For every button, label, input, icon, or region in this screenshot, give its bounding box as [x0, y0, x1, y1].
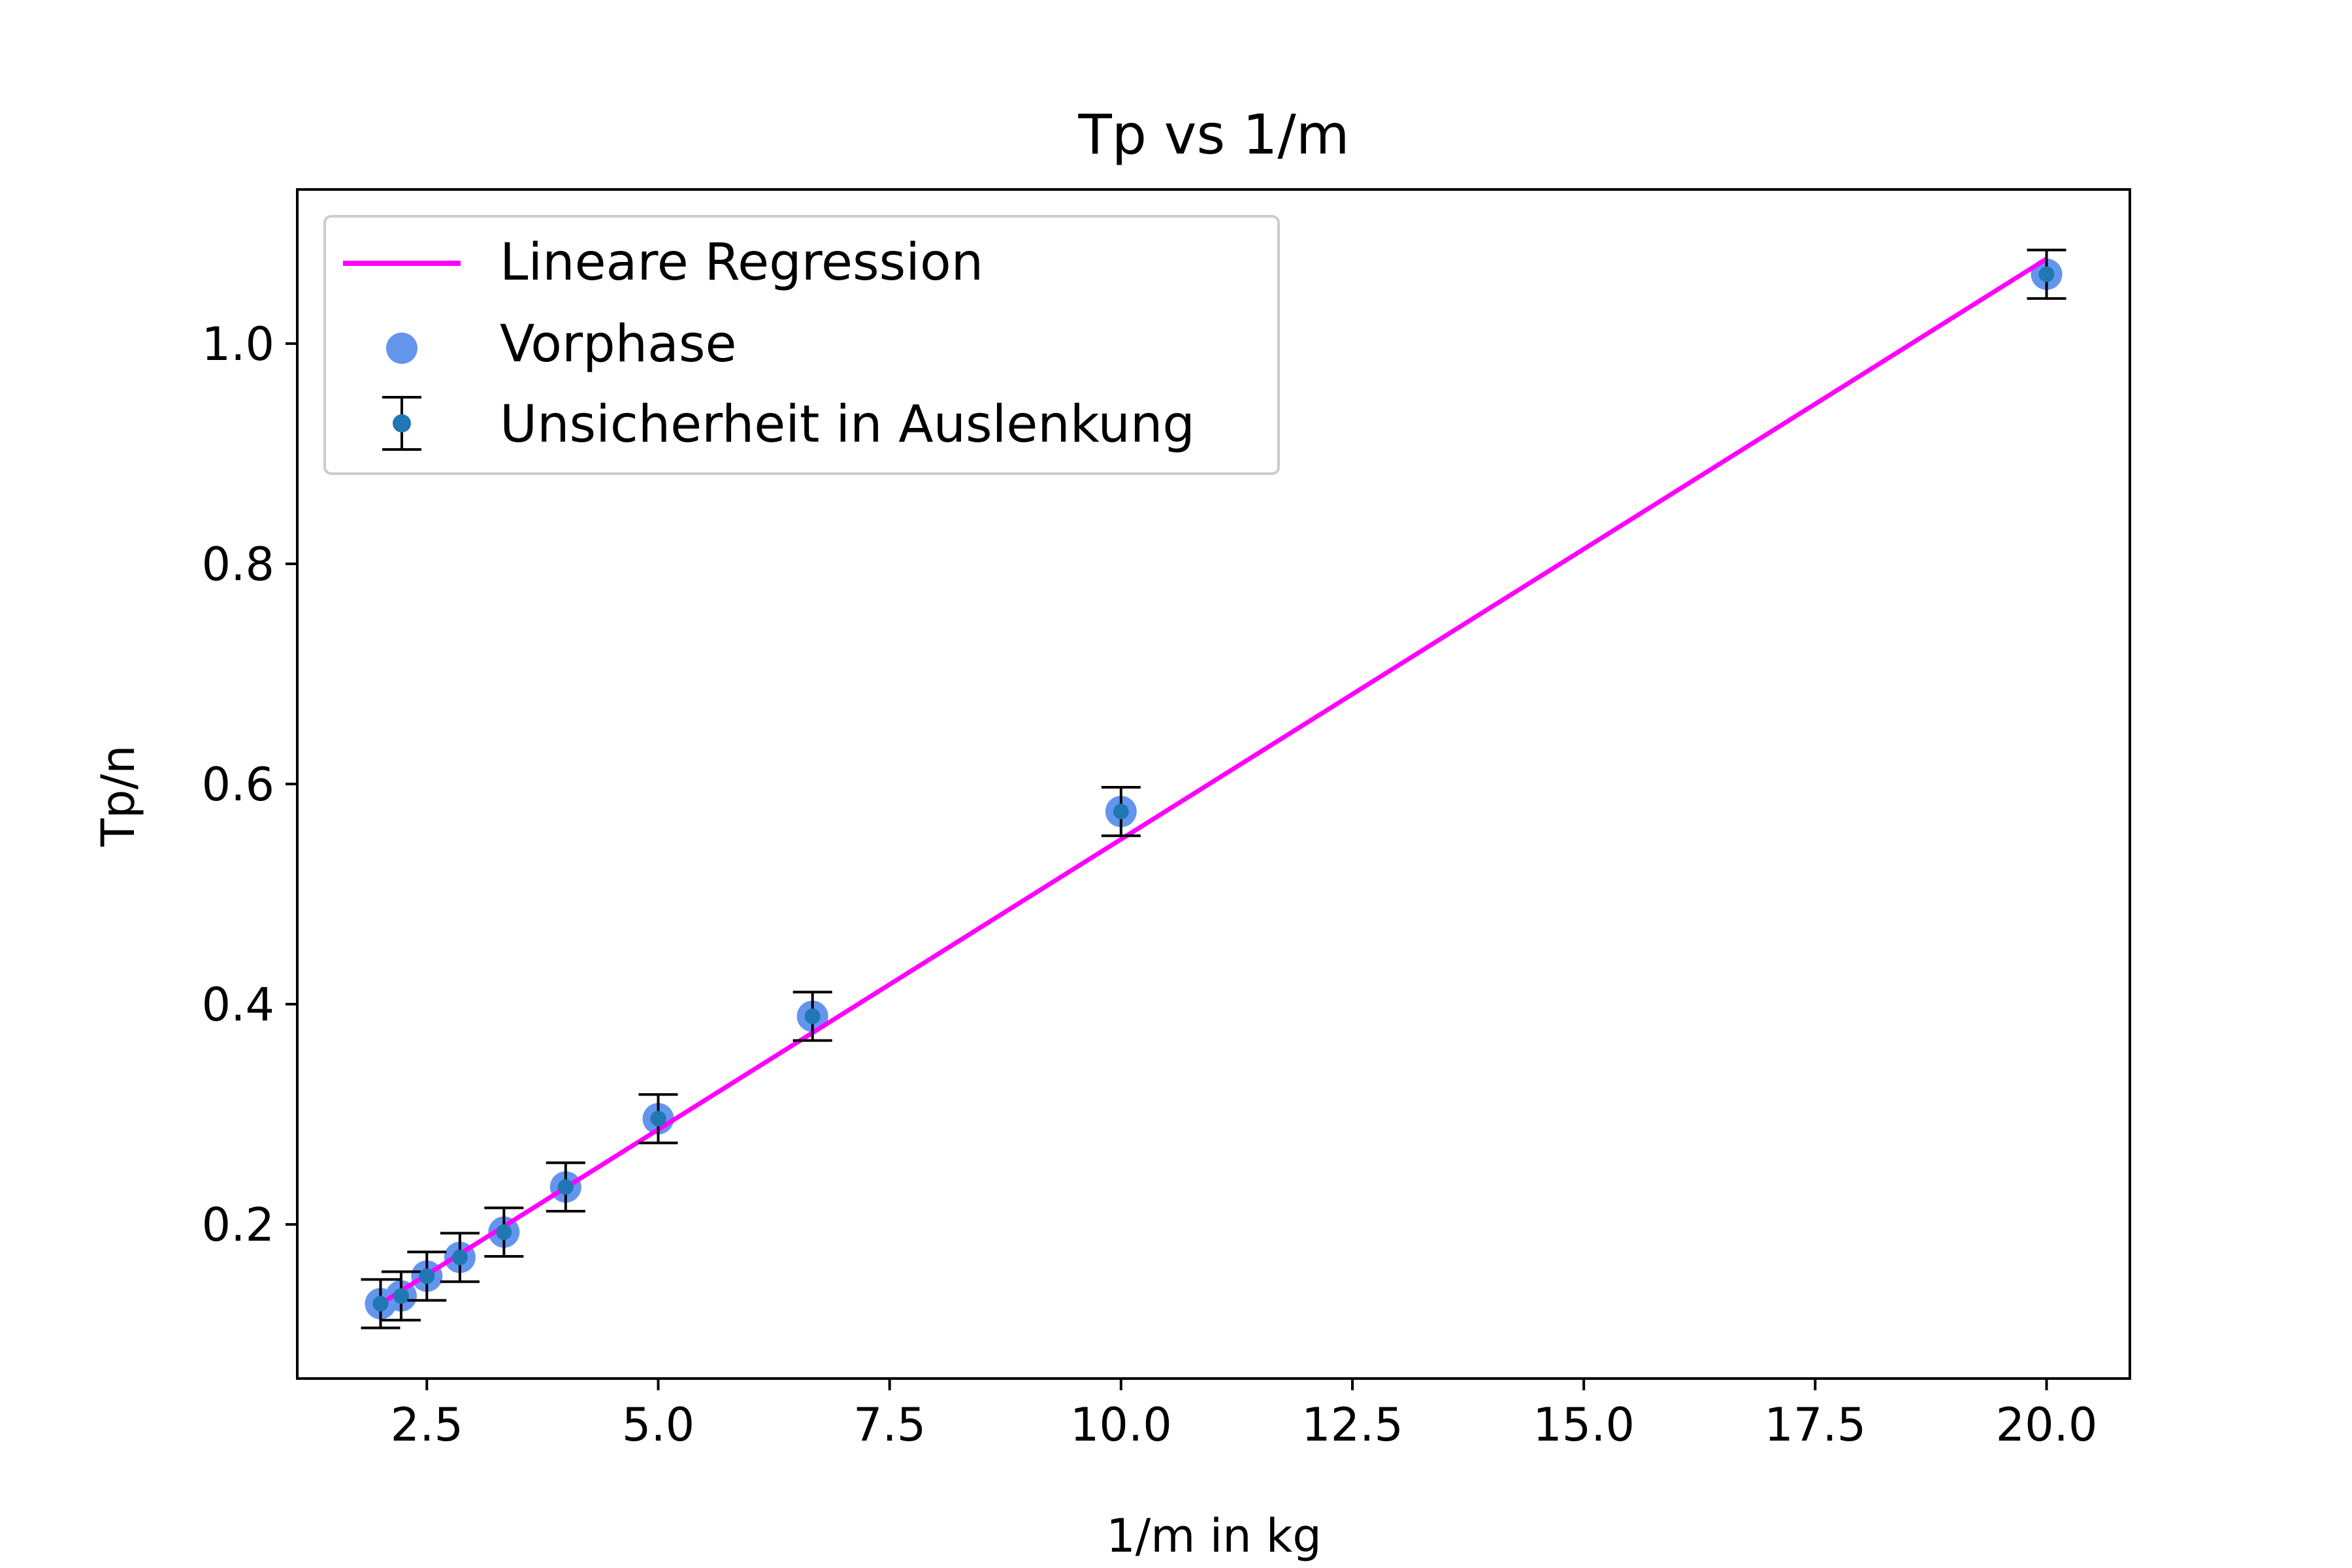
- y-tick-label: 1.0: [202, 318, 274, 371]
- errorbar-point: [1113, 804, 1129, 820]
- y-tick-label: 0.6: [202, 758, 274, 811]
- plot-area: 2.5 5.0 7.5 10.0 12.5 15.0 17.5 20.0 0.2 0.4 0.6 0.…: [202, 188, 2131, 1452]
- errorbar-point: [557, 1179, 574, 1195]
- x-tick-label: 12.5: [1301, 1398, 1403, 1452]
- errorbar-point: [419, 1268, 435, 1284]
- x-tick-label: 20.0: [1996, 1398, 2098, 1452]
- legend-label-errorbar: Unsicherheit in Auslenkung: [500, 395, 1195, 454]
- x-tick-label: 17.5: [1764, 1398, 1866, 1452]
- legend: Lineare Regression Vorphase Unsicherheit…: [323, 215, 1280, 475]
- x-tick-label: 10.0: [1070, 1398, 1172, 1452]
- y-tick-label: 0.2: [202, 1198, 274, 1252]
- x-axis-label: 1/m in kg: [1106, 1509, 1322, 1563]
- legend-scatter-swatch: [386, 333, 417, 364]
- y-tick-label: 0.8: [202, 538, 274, 591]
- x-tick-label: 5.0: [622, 1398, 694, 1452]
- legend-label-vorphase: Vorphase: [500, 315, 736, 374]
- errorbar-point: [393, 1288, 409, 1304]
- y-tick-label: 0.4: [202, 978, 274, 1032]
- y-axis-label: Tp/n: [91, 745, 145, 847]
- legend-label-regression: Lineare Regression: [500, 233, 983, 292]
- errorbar-point: [804, 1008, 821, 1024]
- errorbar-point: [372, 1296, 389, 1312]
- x-tick-label: 15.0: [1533, 1398, 1635, 1452]
- x-tick-label: 2.5: [391, 1398, 463, 1452]
- errorbar-point: [451, 1249, 468, 1266]
- legend-errorbar-swatch: [382, 396, 421, 451]
- x-tick-label: 7.5: [853, 1398, 926, 1452]
- legend-box: [323, 215, 1280, 475]
- chart-title: Tp vs 1/m: [1077, 103, 1349, 167]
- errorbar-point: [2038, 266, 2055, 282]
- errorbar-point: [496, 1224, 512, 1240]
- errorbar-point: [650, 1111, 666, 1127]
